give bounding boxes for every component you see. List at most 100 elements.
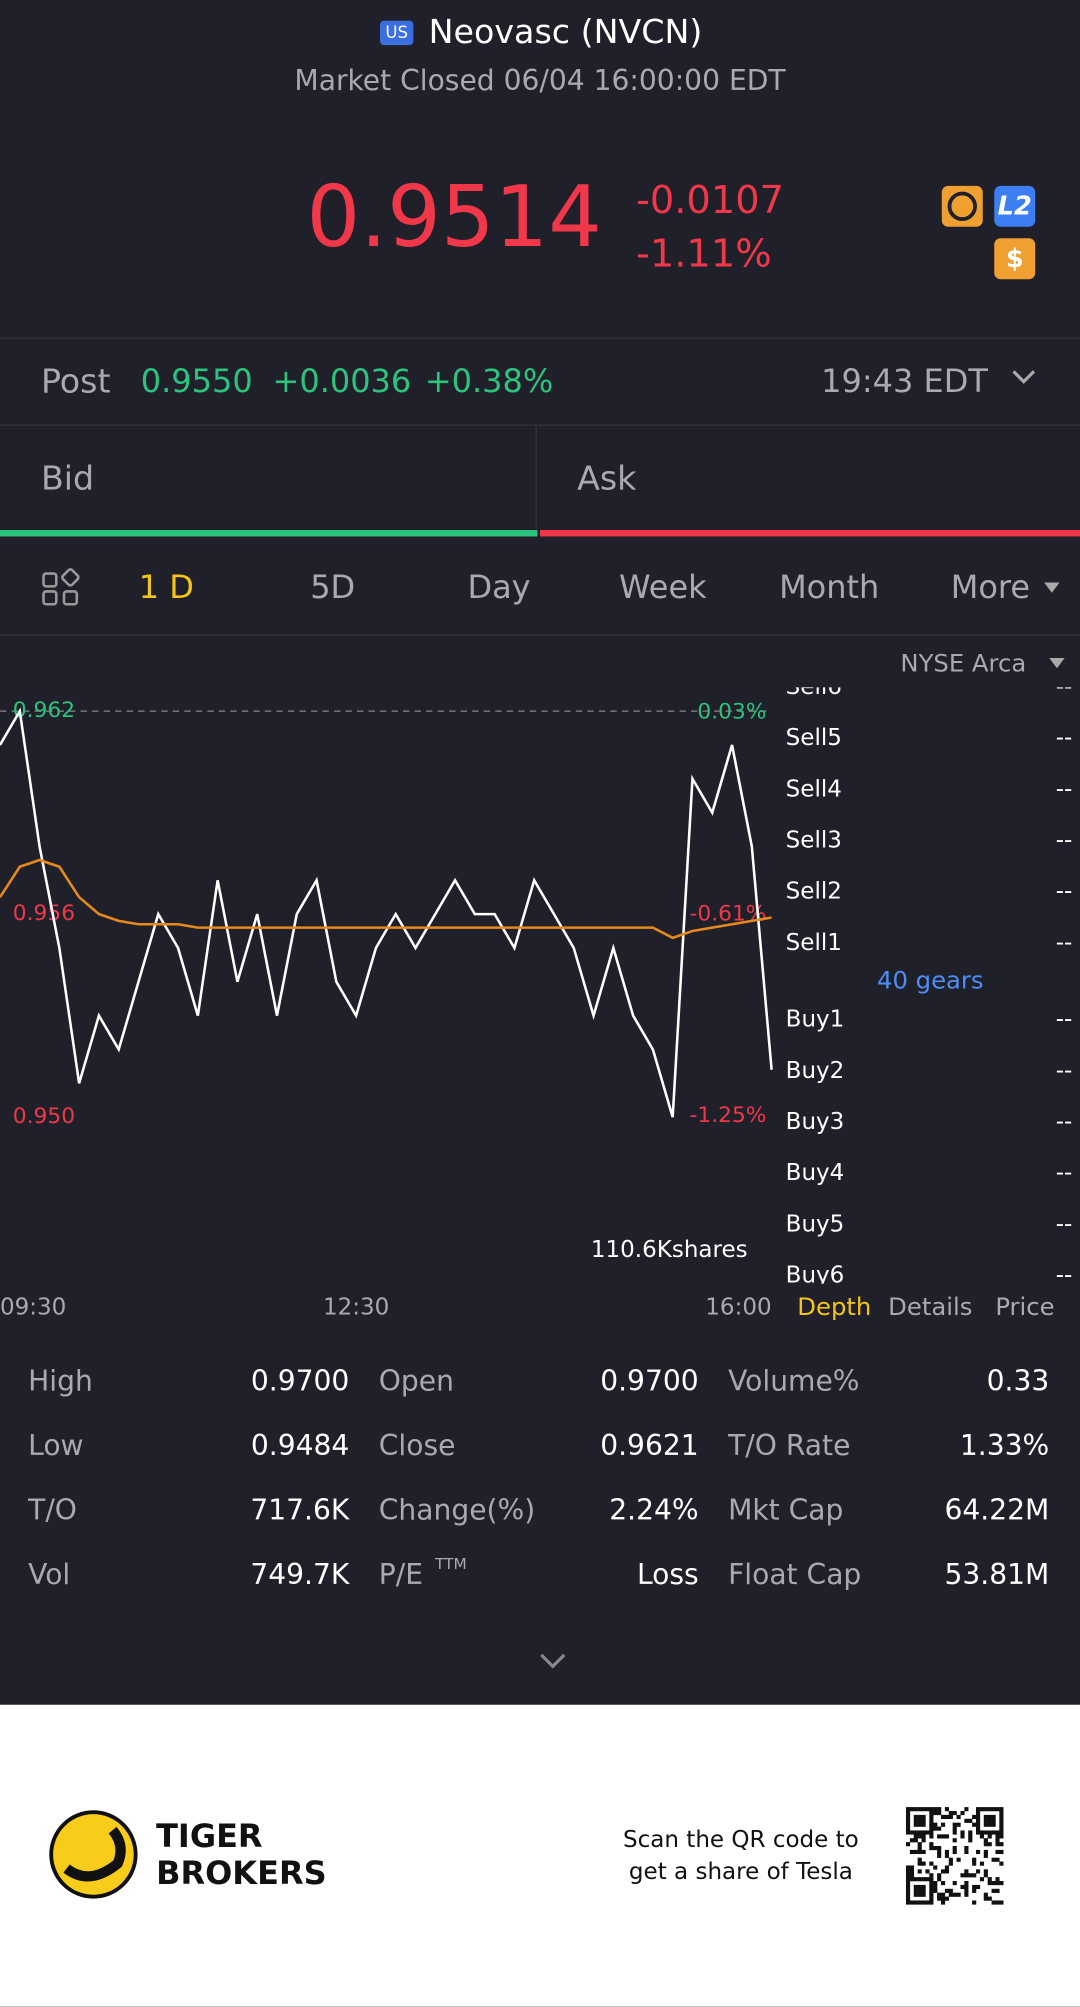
order-level: Sell5 <box>786 725 842 751</box>
qr-cell <box>933 1881 938 1886</box>
qr-cell <box>913 1900 918 1905</box>
background <box>0 0 1080 1704</box>
qr-cell <box>987 1842 992 1847</box>
market-status: Market Closed 06/04 16:00:00 EDT <box>294 64 786 97</box>
stat-label-sup: TTM <box>434 1555 467 1573</box>
qr-cell <box>991 1857 996 1862</box>
order-level: Buy5 <box>786 1211 845 1237</box>
qr-cell <box>913 1888 918 1893</box>
period-tab[interactable]: Week <box>619 568 707 606</box>
qr-cell <box>979 1877 985 1882</box>
stat-value: 1.33% <box>960 1429 1049 1462</box>
qr-cell <box>937 1873 942 1878</box>
x-tick-label: 09:30 <box>0 1295 66 1321</box>
qr-cell <box>913 1892 918 1897</box>
chevron[interactable] <box>1012 370 1036 384</box>
qr-cell <box>995 1881 1000 1886</box>
qr-cell <box>975 1849 981 1855</box>
stat-label: Open <box>379 1364 454 1397</box>
bid-label: Bid <box>41 459 94 498</box>
ask-label: Ask <box>577 459 637 498</box>
qr-cell <box>937 1849 942 1855</box>
qr-cell <box>921 1834 926 1839</box>
order-empty: -- <box>1056 1109 1073 1135</box>
stat-value: 0.9621 <box>600 1429 698 1462</box>
icon[interactable] <box>994 185 1036 227</box>
qr-cell <box>948 1861 953 1866</box>
qr-cell <box>964 1892 969 1897</box>
qr-cell <box>991 1900 996 1905</box>
chart-tab[interactable]: Details <box>888 1292 972 1321</box>
qr-cell <box>913 1838 918 1843</box>
qr-cell <box>964 1846 969 1851</box>
qr-cell <box>929 1900 934 1905</box>
qr-cell <box>940 1822 946 1827</box>
post-change: +0.0036 <box>273 362 412 400</box>
qr-cell <box>952 1892 957 1897</box>
gears: 40 gears <box>877 966 984 995</box>
qr-cell <box>913 1818 918 1823</box>
qr-cell <box>913 1884 918 1890</box>
exchange[interactable]: NYSE Arca <box>900 648 1026 677</box>
qr-cell <box>975 1822 981 1827</box>
market-badge <box>380 20 414 46</box>
stat-label: High <box>28 1364 93 1397</box>
period-tab[interactable]: Month <box>779 568 879 606</box>
order-level: Buy4 <box>786 1160 845 1186</box>
qr-cell <box>905 1810 911 1816</box>
qr-cell <box>940 1869 946 1874</box>
period-tab[interactable]: 5D <box>310 568 355 606</box>
qr-cell <box>999 1900 1004 1905</box>
qr-cell <box>921 1900 926 1905</box>
qr-cell <box>937 1807 942 1812</box>
qr-cell <box>964 1849 969 1855</box>
qr-cell <box>975 1807 981 1812</box>
stat-value: 0.9700 <box>251 1364 349 1397</box>
qr-cell <box>921 1849 926 1855</box>
y-tick-label: 0.962 <box>13 698 75 723</box>
qr-cell <box>905 1807 911 1812</box>
period-tab[interactable]: More <box>951 568 1030 606</box>
qr-cell <box>991 1814 996 1820</box>
qr-cell <box>917 1861 922 1866</box>
period-tab[interactable]: 1 D <box>139 568 194 606</box>
qr-cell <box>952 1846 957 1851</box>
grid-icon[interactable] <box>42 568 80 606</box>
qr-cell <box>964 1873 969 1878</box>
promo: get a share of Tesla <box>629 1859 853 1885</box>
order-empty: -- <box>1056 1160 1073 1186</box>
icon-glyph <box>947 191 977 222</box>
qr-cell <box>925 1900 930 1905</box>
qr-cell <box>925 1830 930 1835</box>
order-level: Sell6 <box>786 674 842 700</box>
ask-bar <box>540 530 1080 537</box>
qr-code <box>905 1807 1004 1905</box>
qr-cell <box>929 1888 934 1893</box>
qr-cell <box>952 1849 957 1855</box>
period-tab[interactable]: Day <box>467 568 530 606</box>
qr-cell <box>991 1888 996 1893</box>
qr-cell <box>968 1873 973 1878</box>
qr-cell <box>940 1834 946 1839</box>
expand-chevron[interactable] <box>540 1653 566 1669</box>
icon[interactable] <box>994 238 1036 280</box>
order-level: Buy1 <box>786 1007 845 1033</box>
y2-tick-label: 0.03% <box>697 700 766 725</box>
qr-cell <box>972 1888 977 1893</box>
qr-cell <box>937 1892 942 1897</box>
qr-cell <box>917 1849 922 1855</box>
price-change: -0.0107 <box>636 178 784 223</box>
qr-cell <box>944 1807 950 1812</box>
chart-tab[interactable]: Price <box>995 1292 1054 1321</box>
qr-cell <box>929 1834 934 1839</box>
qr-cell <box>968 1818 973 1823</box>
price-line <box>0 707 773 1118</box>
qr-cell <box>917 1869 922 1874</box>
stat-label: Change(%) <box>379 1494 535 1527</box>
qr-cell <box>921 1807 926 1812</box>
chart-tab[interactable]: Depth <box>797 1292 871 1321</box>
qr-cell <box>933 1888 938 1893</box>
qr-cell <box>952 1830 957 1835</box>
qr-cell <box>964 1884 969 1890</box>
